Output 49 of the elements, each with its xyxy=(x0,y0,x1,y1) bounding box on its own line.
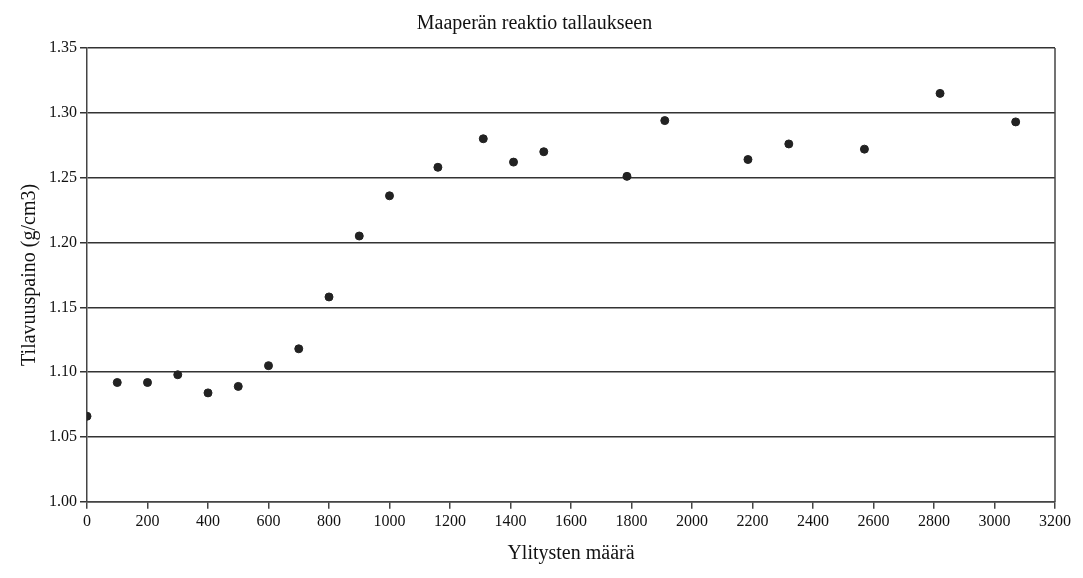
y-tick-label: 1.15 xyxy=(49,297,77,315)
point xyxy=(743,155,753,165)
x-tick-label: 1800 xyxy=(615,511,648,529)
x-axis-title: Ylitysten määrä xyxy=(507,541,635,565)
x-tick-label: 2400 xyxy=(797,511,829,529)
point xyxy=(859,144,869,154)
x-tick-label: 1200 xyxy=(434,511,466,529)
y-tick-label: 1.20 xyxy=(49,232,77,250)
point xyxy=(539,147,549,157)
point xyxy=(324,292,334,302)
point xyxy=(433,162,443,172)
y-tick-label: 1.25 xyxy=(49,167,77,185)
point xyxy=(143,378,152,388)
point xyxy=(509,157,519,167)
x-tick-label: 600 xyxy=(256,511,281,529)
point xyxy=(203,388,213,398)
x-tick-label: 2200 xyxy=(736,511,769,529)
point xyxy=(354,231,364,241)
point xyxy=(385,191,394,201)
point xyxy=(622,171,632,181)
point xyxy=(112,378,122,388)
point xyxy=(294,344,304,354)
y-axis-title: Tilavuuspaino (g/cm3) xyxy=(17,183,41,366)
x-tick-label: 1600 xyxy=(555,511,587,529)
y-tick-label: 1.00 xyxy=(49,492,77,509)
x-tick-label: 1000 xyxy=(373,511,406,529)
x-tick-label: 0 xyxy=(83,511,91,529)
point xyxy=(478,134,488,144)
point xyxy=(1011,117,1021,127)
point xyxy=(784,139,794,149)
chart-title: Maaperän reaktio tallaukseen xyxy=(416,11,653,35)
y-tick-label: 1.10 xyxy=(49,362,77,380)
point xyxy=(660,116,670,126)
x-tick-label: 2600 xyxy=(857,511,890,529)
y-tick-label: 1.05 xyxy=(49,427,77,445)
y-tick-label: 1.35 xyxy=(49,38,77,56)
point xyxy=(264,361,273,371)
x-tick-label: 400 xyxy=(196,511,220,529)
point xyxy=(173,370,183,380)
x-tick-label: 1400 xyxy=(494,511,527,529)
y-tick-label: 1.30 xyxy=(49,103,77,121)
point xyxy=(233,381,243,391)
x-tick-label: 200 xyxy=(135,511,160,529)
x-tick-label: 800 xyxy=(317,511,341,529)
x-tick-label: 3000 xyxy=(978,511,1011,529)
x-tick-label: 2800 xyxy=(918,511,950,529)
point xyxy=(935,88,945,98)
x-tick-label: 2000 xyxy=(676,511,708,529)
x-tick-label: 3200 xyxy=(1039,511,1071,529)
